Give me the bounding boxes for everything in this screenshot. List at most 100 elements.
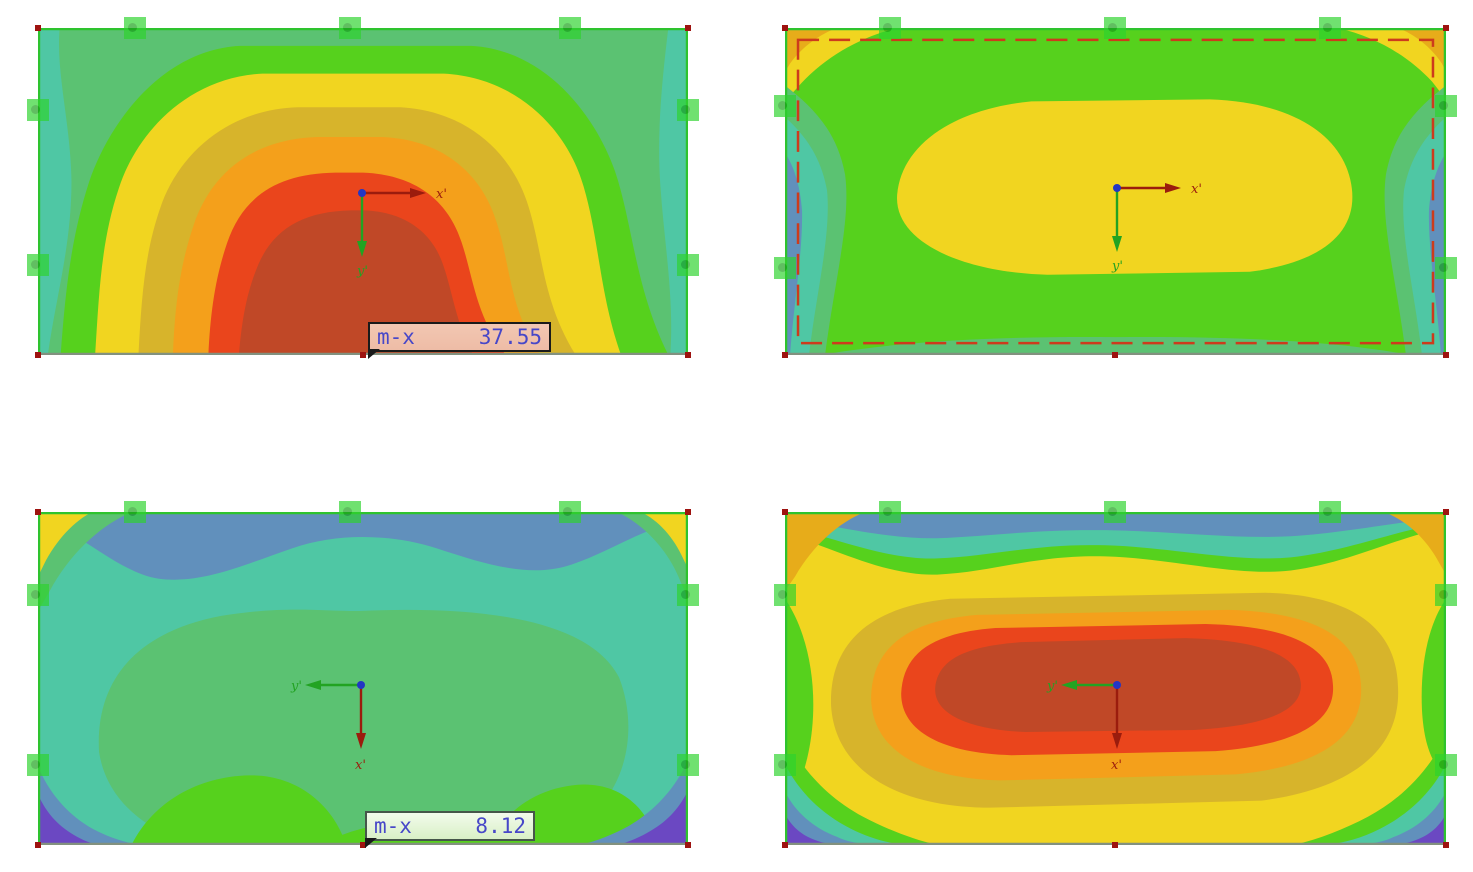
support-glyph-icon xyxy=(778,760,787,769)
line-support-handle[interactable] xyxy=(27,584,49,606)
line-support-handle[interactable] xyxy=(1435,95,1457,117)
node-marker[interactable] xyxy=(35,842,41,848)
line-support-handle[interactable] xyxy=(774,95,796,117)
node-marker[interactable] xyxy=(782,509,788,515)
contour-plot xyxy=(38,512,688,845)
support-glyph-icon xyxy=(681,590,690,599)
node-marker[interactable] xyxy=(685,509,691,515)
line-support-handle[interactable] xyxy=(27,99,49,121)
node-marker[interactable] xyxy=(1112,352,1118,358)
y-axis-label: y' xyxy=(1046,679,1058,694)
selection-outline-dashed[interactable] xyxy=(796,38,1435,345)
label-leader-icon xyxy=(368,349,380,359)
result-quantity: m-x xyxy=(377,325,415,349)
support-glyph-icon xyxy=(1323,507,1332,516)
plot-panel-top-right[interactable]: x' y' xyxy=(774,17,1457,358)
support-glyph-icon xyxy=(343,23,352,32)
node-marker[interactable] xyxy=(685,842,691,848)
line-support-handle[interactable] xyxy=(1435,584,1457,606)
node-marker[interactable] xyxy=(1443,509,1449,515)
line-support-handle[interactable] xyxy=(339,17,361,39)
node-marker[interactable] xyxy=(360,842,366,848)
node-marker[interactable] xyxy=(1112,842,1118,848)
line-support-handle[interactable] xyxy=(1435,754,1457,776)
result-value: 37.55 xyxy=(478,325,542,349)
line-support-handle[interactable] xyxy=(1319,501,1341,523)
node-marker[interactable] xyxy=(35,509,41,515)
node-marker[interactable] xyxy=(1443,352,1449,358)
support-glyph-icon xyxy=(681,260,690,269)
node-marker[interactable] xyxy=(35,25,41,31)
line-support-handle[interactable] xyxy=(559,501,581,523)
support-glyph-icon xyxy=(343,507,352,516)
support-glyph-icon xyxy=(778,263,787,272)
line-support-handle[interactable] xyxy=(774,257,796,279)
plot-panel-bottom-left[interactable]: y' x' m-x 8.12 xyxy=(27,501,699,848)
y-axis-label: y' xyxy=(356,264,368,279)
line-support-handle[interactable] xyxy=(677,754,699,776)
line-support-handle[interactable] xyxy=(559,17,581,39)
line-support-handle[interactable] xyxy=(879,501,901,523)
line-support-handle[interactable] xyxy=(677,254,699,276)
node-marker[interactable] xyxy=(35,352,41,358)
result-value-label[interactable]: m-x 37.55 xyxy=(368,322,551,359)
support-glyph-icon xyxy=(563,23,572,32)
x-axis-label: x' xyxy=(1191,182,1202,197)
label-leader-icon xyxy=(365,838,377,848)
support-glyph-icon xyxy=(778,101,787,110)
result-value: 8.12 xyxy=(475,814,526,838)
support-glyph-icon xyxy=(31,105,40,114)
node-marker[interactable] xyxy=(782,842,788,848)
result-quantity: m-x xyxy=(374,814,412,838)
line-support-handle[interactable] xyxy=(124,17,146,39)
line-support-handle[interactable] xyxy=(1435,257,1457,279)
origin-dot-icon xyxy=(358,189,366,197)
node-marker[interactable] xyxy=(1443,842,1449,848)
support-glyph-icon xyxy=(1108,23,1117,32)
node-marker[interactable] xyxy=(782,352,788,358)
node-marker[interactable] xyxy=(685,25,691,31)
support-glyph-icon xyxy=(883,23,892,32)
y-axis-label: y' xyxy=(1111,259,1123,274)
line-support-handle[interactable] xyxy=(1104,17,1126,39)
line-support-handle[interactable] xyxy=(1319,17,1341,39)
local-axis-indicator: x' y' xyxy=(356,187,447,279)
support-glyph-icon xyxy=(563,507,572,516)
line-support-handle[interactable] xyxy=(677,584,699,606)
support-glyph-icon xyxy=(681,105,690,114)
local-axis-indicator: x' y' xyxy=(1111,182,1202,274)
plot-panel-bottom-right[interactable]: y' x' xyxy=(774,501,1457,848)
node-marker[interactable] xyxy=(782,25,788,31)
x-axis-label: x' xyxy=(1111,758,1122,773)
line-support-handle[interactable] xyxy=(677,99,699,121)
x-axis-label: x' xyxy=(355,758,366,773)
line-support-handle[interactable] xyxy=(774,754,796,776)
local-axis-indicator: y' x' xyxy=(1046,679,1122,773)
support-glyph-icon xyxy=(1439,760,1448,769)
origin-dot-icon xyxy=(1113,681,1121,689)
line-support-handle[interactable] xyxy=(1104,501,1126,523)
support-glyph-icon xyxy=(31,590,40,599)
support-glyph-icon xyxy=(128,507,137,516)
line-support-handle[interactable] xyxy=(339,501,361,523)
x-axis-label: x' xyxy=(436,187,447,202)
line-support-handle[interactable] xyxy=(27,254,49,276)
node-marker[interactable] xyxy=(1443,25,1449,31)
local-axis-indicator: y' x' xyxy=(290,679,366,773)
origin-dot-icon xyxy=(357,681,365,689)
line-support-handle[interactable] xyxy=(124,501,146,523)
line-support-handle[interactable] xyxy=(774,584,796,606)
line-support-handle[interactable] xyxy=(27,754,49,776)
support-glyph-icon xyxy=(681,760,690,769)
plot-panel-top-left[interactable]: x' y' m-x 37.55 xyxy=(27,17,699,359)
support-glyph-icon xyxy=(1439,590,1448,599)
node-marker[interactable] xyxy=(685,352,691,358)
support-glyph-icon xyxy=(778,590,787,599)
node-marker[interactable] xyxy=(360,352,366,358)
origin-dot-icon xyxy=(1113,184,1121,192)
support-glyph-icon xyxy=(31,260,40,269)
y-axis-label: y' xyxy=(290,679,302,694)
line-support-handle[interactable] xyxy=(879,17,901,39)
result-value-label[interactable]: m-x 8.12 xyxy=(365,811,535,848)
support-glyph-icon xyxy=(128,23,137,32)
